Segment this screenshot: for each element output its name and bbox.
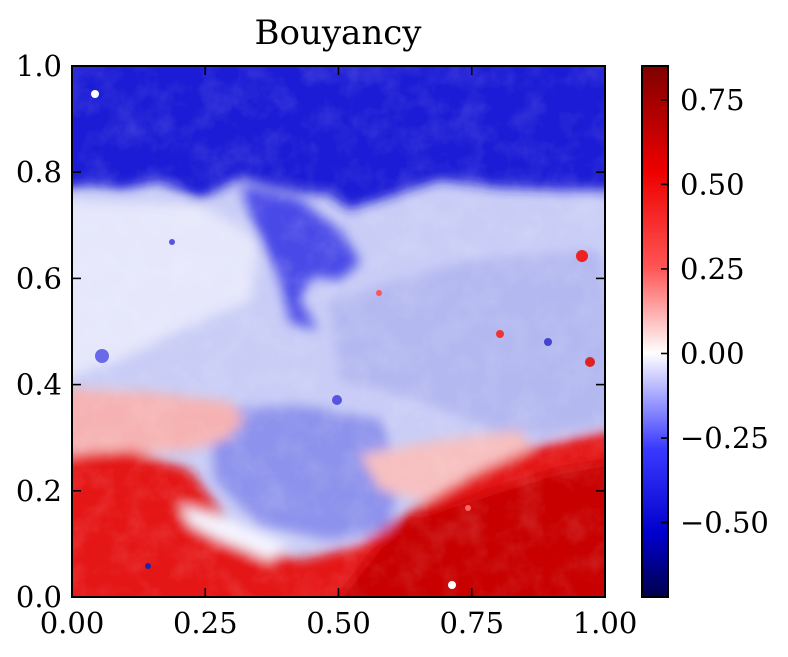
vortex xyxy=(465,505,471,511)
turbulence-texture xyxy=(72,66,605,597)
y-axis: 0.0 0.2 0.4 0.6 0.8 1.0 xyxy=(16,49,605,614)
colorbar-tick-label: 0.75 xyxy=(680,83,745,117)
y-tick-label: 0.4 xyxy=(16,368,62,402)
vortex xyxy=(145,563,151,569)
vortex xyxy=(585,357,595,367)
colorbar: 0.75 0.50 0.25 0.00 −0.25 −0.50 xyxy=(641,65,769,598)
x-tick-label: 0.25 xyxy=(173,606,238,640)
y-tick-label: 0.2 xyxy=(16,474,62,508)
vortex xyxy=(376,290,382,296)
colorbar-tick-label: 0.00 xyxy=(680,336,745,370)
y-tick-label: 1.0 xyxy=(16,49,62,83)
chart-title: Bouyancy xyxy=(255,13,423,53)
colorbar-tick-label: −0.25 xyxy=(680,421,769,455)
vortex xyxy=(544,338,552,346)
vortex xyxy=(332,395,342,405)
colorbar-tick-label: 0.50 xyxy=(680,167,745,201)
vortex xyxy=(91,90,99,98)
x-tick-label: 0.00 xyxy=(40,606,105,640)
vortex xyxy=(169,239,175,245)
x-tick-label: 0.75 xyxy=(439,606,504,640)
x-tick-label: 1.00 xyxy=(573,606,638,640)
y-tick-label: 0.8 xyxy=(16,155,62,189)
vortex xyxy=(448,581,456,589)
vortex xyxy=(496,330,504,338)
x-axis: 0.00 0.25 0.50 0.75 1.00 xyxy=(40,66,638,640)
x-tick-label: 0.50 xyxy=(306,606,371,640)
vortices xyxy=(91,90,595,589)
buoyancy-heatmap xyxy=(72,66,605,597)
colorbar-tick-label: −0.50 xyxy=(680,506,769,540)
colorbar-gradient xyxy=(641,65,669,598)
vortex xyxy=(576,250,588,262)
colorbar-ticks: 0.75 0.50 0.25 0.00 −0.25 −0.50 xyxy=(661,83,769,540)
colorbar-tick-label: 0.25 xyxy=(680,252,745,286)
vortex xyxy=(95,349,109,363)
y-tick-label: 0.0 xyxy=(16,580,62,614)
y-tick-label: 0.6 xyxy=(16,261,62,295)
